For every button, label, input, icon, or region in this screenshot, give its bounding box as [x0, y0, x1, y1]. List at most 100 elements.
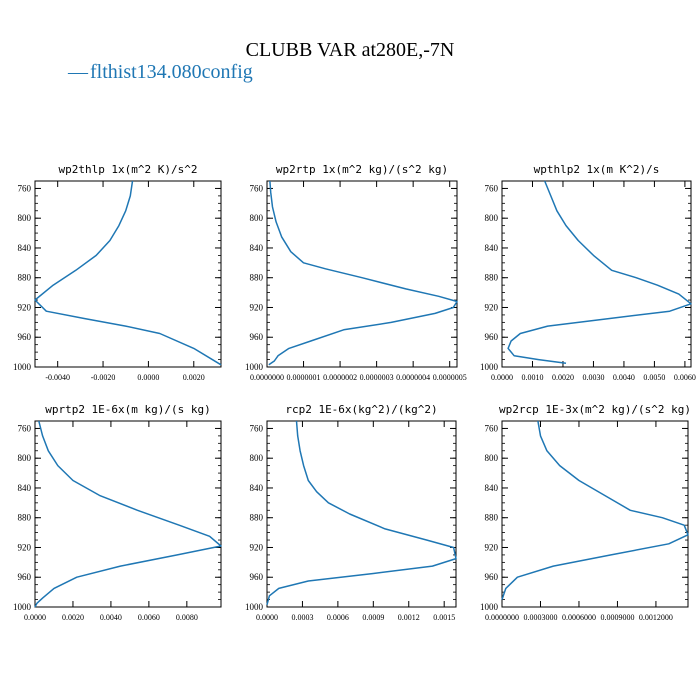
y-tick-label: 800: [18, 213, 32, 223]
series-line: [501, 420, 689, 600]
x-tick-label: 0.0015: [433, 613, 455, 622]
x-tick-label: 0.0003000: [523, 613, 557, 622]
y-tick-label: 880: [250, 273, 264, 283]
x-tick-label: 0.0000: [24, 613, 46, 622]
y-tick-label: 960: [485, 332, 499, 342]
x-tick-label: 0.0020: [62, 613, 84, 622]
legend: — flthist134.080config: [67, 61, 253, 83]
x-tick-label: 0.0020: [552, 373, 574, 382]
panel-title: wprtp2 1E-6x(m kg)/(s kg): [45, 403, 211, 416]
x-tick-label: 0.0012: [398, 613, 420, 622]
y-tick-label: 920: [485, 302, 499, 312]
x-tick-label: 0.0000001: [287, 373, 321, 382]
y-tick-label: 840: [250, 483, 264, 493]
x-tick-label: 0.0050: [643, 373, 665, 382]
x-tick-label: 0.0000004: [396, 373, 430, 382]
y-tick-label: 800: [250, 213, 264, 223]
y-tick-label: 920: [18, 542, 32, 552]
y-tick-label: 880: [250, 513, 264, 523]
x-tick-label: 0.0006: [327, 613, 349, 622]
panel-title: wp2thlp 1x(m^2 K)/s^2: [58, 163, 197, 176]
y-tick-label: 800: [250, 453, 264, 463]
x-tick-label: 0.0030: [582, 373, 604, 382]
x-tick-label: 0.0000: [491, 373, 513, 382]
x-tick-label: 0.0000: [256, 613, 278, 622]
x-tick-label: 0.0000000: [485, 613, 519, 622]
x-tick-label: -0.0020: [91, 373, 116, 382]
y-tick-label: 760: [250, 423, 264, 433]
x-tick-label: 0.0010: [521, 373, 543, 382]
x-tick-label: 0.0040: [613, 373, 635, 382]
x-tick-label: 0.0000000: [250, 373, 284, 382]
series-line: [268, 180, 458, 366]
y-tick-label: 840: [18, 243, 32, 253]
panel-frame: [266, 180, 458, 368]
y-tick-label: 840: [250, 243, 264, 253]
y-tick-label: 880: [18, 273, 32, 283]
figure-title: CLUBB VAR at280E,-7N: [246, 39, 455, 61]
y-tick-label: 1000: [13, 602, 32, 612]
y-tick-label: 1000: [245, 602, 264, 612]
legend-symbol: —: [67, 61, 89, 83]
y-tick-label: 840: [18, 483, 32, 493]
series-line: [507, 180, 692, 365]
panel-title: wpthlp2 1x(m K^2)/s: [534, 163, 660, 176]
x-tick-label: 0.0000005: [433, 373, 467, 382]
y-tick-label: 800: [485, 213, 499, 223]
y-tick-label: 920: [250, 302, 264, 312]
panel-frame: [266, 420, 457, 608]
x-tick-label: 0.0000: [137, 373, 159, 382]
y-tick-label: 800: [18, 453, 32, 463]
x-tick-label: 0.0006000: [562, 613, 596, 622]
x-tick-label: 0.0009000: [600, 613, 634, 622]
x-tick-label: -0.0040: [45, 373, 70, 382]
x-tick-label: 0.0060: [674, 373, 696, 382]
chart-panel: rcp2 1E-6x(kg^2)/(kg^2) 760 800 840 880 920 96…: [245, 403, 457, 622]
chart-panel: wp2rcp 1E-3x(m^2 kg)/(s^2 kg)760 800 840 88…: [480, 403, 691, 622]
panel-title: wp2rtp 1x(m^2 kg)/(s^2 kg): [276, 163, 448, 176]
series-line: [34, 420, 222, 608]
chart-panel: wpthlp2 1x(m K^2)/s 760 800 840 880 920 960 100…: [480, 163, 696, 382]
y-tick-label: 760: [485, 423, 499, 433]
y-tick-label: 960: [485, 572, 499, 582]
y-tick-label: 760: [485, 183, 499, 193]
panel-frame: [501, 420, 689, 608]
legend-label: flthist134.080config: [90, 61, 253, 83]
x-tick-label: 0.0020: [183, 373, 205, 382]
chart-panel: wp2thlp 1x(m^2 K)/s^2 760 800 840 880 920 960 1…: [13, 163, 222, 382]
y-tick-label: 960: [18, 572, 32, 582]
panel-frame: [34, 420, 222, 608]
y-tick-label: 880: [18, 513, 32, 523]
chart-panels: wp2thlp 1x(m^2 K)/s^2 760 800 840 880 920 960 1…: [13, 163, 696, 622]
y-tick-label: 920: [250, 542, 264, 552]
y-tick-label: 840: [485, 243, 499, 253]
y-tick-label: 920: [485, 542, 499, 552]
chart-panel: wp2rtp 1x(m^2 kg)/(s^2 kg) 760 800 840 880 92…: [245, 163, 467, 382]
panel-frame: [34, 180, 222, 368]
y-tick-label: 1000: [13, 362, 32, 372]
y-tick-label: 1000: [245, 362, 264, 372]
y-tick-label: 960: [250, 572, 264, 582]
y-tick-label: 960: [18, 332, 32, 342]
chart-panel: wprtp2 1E-6x(m kg)/(s kg) 760 800 840 880 920…: [13, 403, 222, 622]
y-tick-label: 1000: [480, 362, 499, 372]
y-tick-label: 760: [18, 183, 32, 193]
y-tick-label: 840: [485, 483, 499, 493]
series-line: [34, 180, 222, 366]
y-tick-label: 880: [485, 513, 499, 523]
y-tick-label: 800: [485, 453, 499, 463]
y-tick-label: 880: [485, 273, 499, 283]
x-tick-label: 0.0012000: [639, 613, 673, 622]
y-tick-label: 1000: [480, 602, 499, 612]
x-tick-label: 0.0080: [176, 613, 198, 622]
panel-frame: [501, 180, 692, 368]
y-tick-label: 960: [250, 332, 264, 342]
x-tick-label: 0.0000003: [360, 373, 394, 382]
x-tick-label: 0.0060: [138, 613, 160, 622]
panel-title: wp2rcp 1E-3x(m^2 kg)/(s^2 kg): [499, 403, 691, 416]
x-tick-label: 0.0009: [362, 613, 384, 622]
x-tick-label: 0.0003: [291, 613, 313, 622]
y-tick-label: 760: [18, 423, 32, 433]
y-tick-label: 920: [18, 302, 32, 312]
